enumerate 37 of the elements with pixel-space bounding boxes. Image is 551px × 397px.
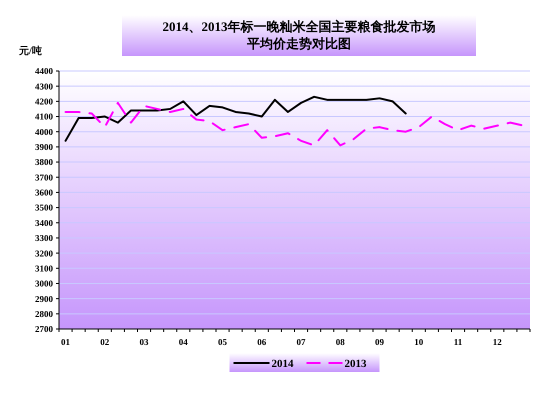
y-axis-title: 元/吨 [18,45,42,57]
y-tick-label: 3700 [35,172,54,182]
chart-subtitle: 平均价走势对比图 [246,36,351,51]
x-tick-label: 02 [100,337,110,347]
y-tick-label: 3000 [35,278,54,289]
y-tick-label: 4200 [35,96,54,107]
y-tick-label: 2700 [35,324,54,334]
x-tick-label: 04 [178,337,188,347]
line-series [64,96,407,142]
x-tick-label: 07 [296,337,306,347]
line-series [64,102,524,146]
x-tick-label: 10 [414,337,424,347]
x-tick-label: 11 [454,337,463,347]
x-tick-label: 06 [257,337,267,347]
x-tick-label: 08 [336,337,346,347]
y-tick-label: 4100 [35,112,54,122]
y-tick-label: 3500 [35,202,54,213]
chart-title: 2014、2013年标一晚籼米全国主要粮食批发市场 [162,19,436,34]
legend-label: 2013 [344,358,367,370]
x-tick-label: 01 [61,337,71,347]
x-tick-label: 12 [492,337,502,347]
x-tick-label: 09 [375,337,385,347]
y-tick-label: 3100 [35,263,54,274]
y-tick-label: 2800 [35,308,54,319]
x-tick-label: 03 [140,337,150,347]
y-tick-label: 2900 [35,294,54,304]
y-tick-label: 4400 [35,66,54,76]
y-tick-label: 3300 [35,233,54,244]
y-tick-label: 3900 [35,142,54,152]
y-tick-label: 4300 [35,81,54,92]
x-tick-label: 05 [218,337,228,347]
y-tick-label: 3600 [35,188,54,198]
y-tick-label: 3400 [35,218,54,228]
legend-label: 2014 [272,358,294,370]
y-tick-label: 3200 [35,248,54,258]
y-tick-label: 3800 [35,157,54,168]
y-tick-label: 4000 [35,126,54,137]
